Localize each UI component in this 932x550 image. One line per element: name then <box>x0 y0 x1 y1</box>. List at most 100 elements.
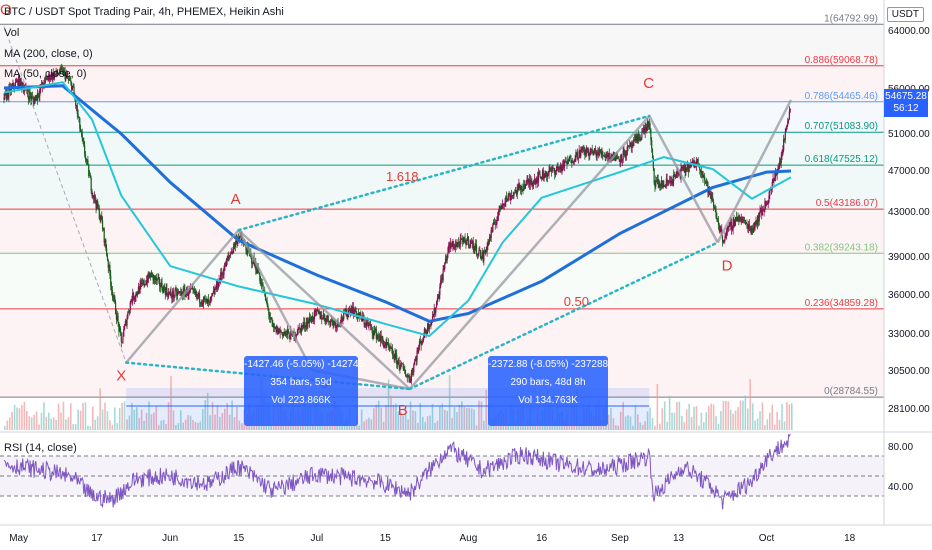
candle-body <box>522 189 524 191</box>
candle-body <box>131 299 133 302</box>
candle-body <box>712 197 714 203</box>
candle-body <box>785 128 787 132</box>
candle-body <box>755 220 757 224</box>
candle-body <box>756 220 758 225</box>
volume-bar <box>436 420 439 430</box>
candle-body <box>431 315 434 321</box>
volume-bar <box>429 415 431 430</box>
candle-body <box>494 224 496 226</box>
rsi-tick-40.00: 40.00 <box>888 482 913 493</box>
volume-bar <box>478 400 480 430</box>
pattern-leg-CD <box>648 115 719 244</box>
volume-bar <box>167 402 170 430</box>
candle-body <box>442 269 444 281</box>
volume-bar <box>534 423 536 430</box>
candle-body <box>363 318 365 325</box>
candle-body <box>256 266 258 274</box>
candle-body <box>235 238 237 243</box>
volume-bar <box>199 421 202 430</box>
candle-body <box>620 154 622 163</box>
candle-body <box>52 72 54 79</box>
candle-body <box>384 344 386 346</box>
indicator-ma200-label[interactable]: MA (200, close, 0) <box>4 48 93 60</box>
candle-body <box>309 317 311 321</box>
candle-body <box>418 346 420 352</box>
indicator-vol-label[interactable]: Vol <box>4 27 20 39</box>
currency-badge[interactable]: USDT <box>886 7 924 22</box>
candle-body <box>452 243 454 246</box>
candle-body <box>512 195 514 197</box>
measure-box-1[interactable]: -1427.46 (-5.05%) -142746 354 bars, 59d … <box>244 356 364 426</box>
volume-bar <box>431 404 434 430</box>
candle-body <box>463 237 465 239</box>
candle-body <box>682 166 684 168</box>
candle-body <box>616 154 618 159</box>
rsi-label[interactable]: RSI (14, close) <box>4 442 77 454</box>
candle-body <box>683 164 685 171</box>
candle-body <box>594 148 596 152</box>
volume-bar <box>417 422 419 430</box>
candle-body <box>157 277 159 279</box>
volume-bar <box>353 424 356 430</box>
candle-body <box>251 254 253 264</box>
candle-body <box>647 121 649 127</box>
candle-body <box>301 325 303 328</box>
candle-body <box>215 288 217 290</box>
candle-body <box>305 322 307 328</box>
volume-bar <box>676 402 678 430</box>
candle-body <box>466 240 468 246</box>
measure-box-2[interactable]: -2372.88 (-8.05%) -237288 290 bars, 48d … <box>488 356 608 426</box>
candle-body <box>433 309 435 318</box>
candle-body <box>196 294 198 296</box>
candle-body <box>750 227 752 231</box>
candle-body <box>448 243 450 248</box>
candle-body <box>713 207 716 209</box>
candle-body <box>528 179 530 183</box>
candle-body <box>604 156 606 158</box>
indicator-ma50-label[interactable]: MA (50, close, 0) <box>4 68 87 80</box>
candle-body <box>732 218 734 230</box>
volume-bar <box>632 425 634 430</box>
candle-body <box>456 243 458 247</box>
volume-bar <box>40 412 43 430</box>
candle-body <box>649 123 651 130</box>
candle-body <box>211 293 214 296</box>
candle-body <box>128 312 130 314</box>
candle-body <box>772 178 774 183</box>
volume-bar <box>177 423 180 430</box>
candle-body <box>192 288 194 290</box>
candle-body <box>524 185 527 189</box>
candle-body <box>154 276 156 280</box>
candle-body <box>410 373 412 382</box>
candle-body <box>174 289 176 296</box>
candle-body <box>112 296 114 298</box>
volume-bar <box>11 411 13 430</box>
candle-body <box>319 311 321 319</box>
candle-body <box>643 127 645 134</box>
candle-body <box>774 171 777 178</box>
candle-body <box>527 179 529 183</box>
candle-body <box>367 322 369 326</box>
volume-bar <box>764 425 766 430</box>
candle-body <box>374 328 377 331</box>
candle-body <box>348 310 350 315</box>
candle-body <box>440 278 443 281</box>
candle-body <box>558 167 560 169</box>
volume-bar <box>756 418 759 430</box>
x-tick-18: 18 <box>844 533 856 544</box>
candle-body <box>627 146 629 148</box>
volume-bar <box>661 408 664 430</box>
candle-body <box>610 154 612 160</box>
candle-body <box>614 159 616 162</box>
pattern-leg-AB <box>237 229 411 390</box>
candle-body <box>188 288 190 295</box>
candle-body <box>115 301 117 315</box>
candle-body <box>267 305 269 310</box>
candle-body <box>562 161 564 167</box>
candle-body <box>436 301 438 308</box>
candle-body <box>776 172 778 175</box>
volume-bar <box>121 403 123 430</box>
candle-body <box>729 224 731 226</box>
candle-body <box>194 290 196 294</box>
